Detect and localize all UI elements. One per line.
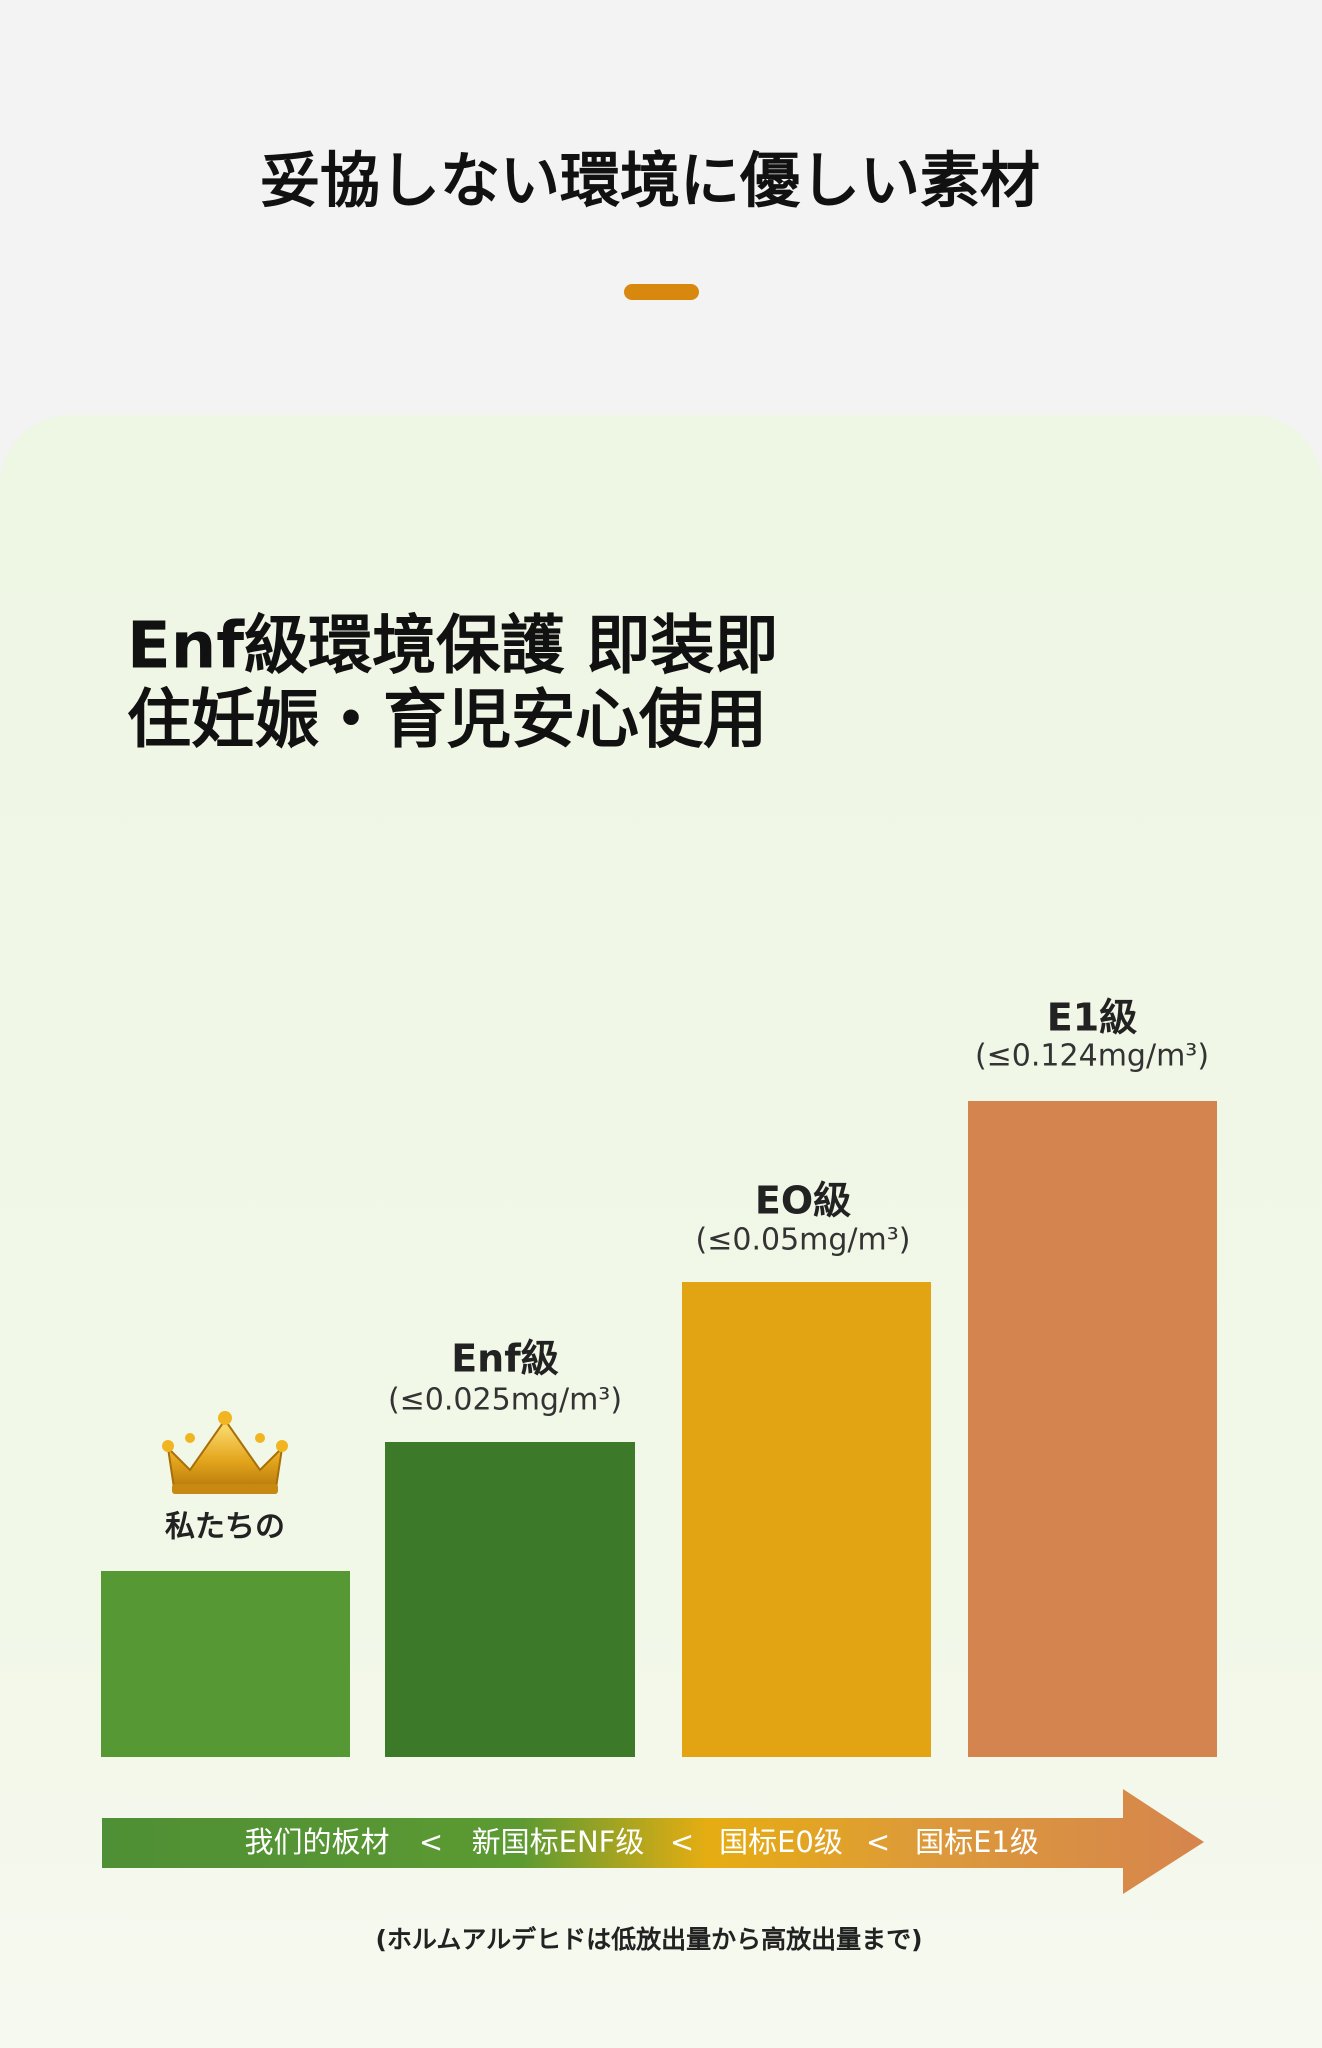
accent-dash bbox=[624, 284, 699, 300]
scale-item: 国标E0级 bbox=[719, 1825, 843, 1859]
bar bbox=[682, 1282, 931, 1757]
bar bbox=[101, 1571, 350, 1757]
scale-item: < bbox=[419, 1825, 443, 1859]
scale-item: < bbox=[670, 1825, 694, 1859]
bar-limit: (≤0.05mg/m³) bbox=[696, 1223, 911, 1258]
headline-line: Enf級環境保護 即装即 bbox=[127, 610, 778, 684]
scale-item: 新国标ENF级 bbox=[472, 1825, 645, 1859]
scale-item: 国标E1级 bbox=[915, 1825, 1039, 1859]
crown bbox=[162, 1411, 288, 1494]
headline-line: 住妊娠・育児安心使用 bbox=[127, 684, 767, 758]
bar-label: Enf級 bbox=[451, 1337, 559, 1381]
scale-arrow bbox=[102, 1789, 1204, 1894]
scale-item: < bbox=[866, 1825, 890, 1859]
bar bbox=[385, 1442, 635, 1757]
bar bbox=[968, 1101, 1217, 1757]
bar-limit: (≤0.025mg/m³) bbox=[388, 1383, 622, 1418]
scale-item: 我们的板材 bbox=[244, 1825, 389, 1859]
footnote: (ホルムアルデヒドは低放出量から高放出量まで) bbox=[375, 1925, 922, 1954]
bar-label: EO級 bbox=[755, 1179, 851, 1223]
bar-label: E1級 bbox=[1047, 996, 1137, 1040]
bar-label: 私たちの bbox=[165, 1510, 285, 1545]
bar-limit: (≤0.124mg/m³) bbox=[975, 1039, 1209, 1074]
title: 妥協しない環境に優しい素材 bbox=[260, 147, 1040, 217]
